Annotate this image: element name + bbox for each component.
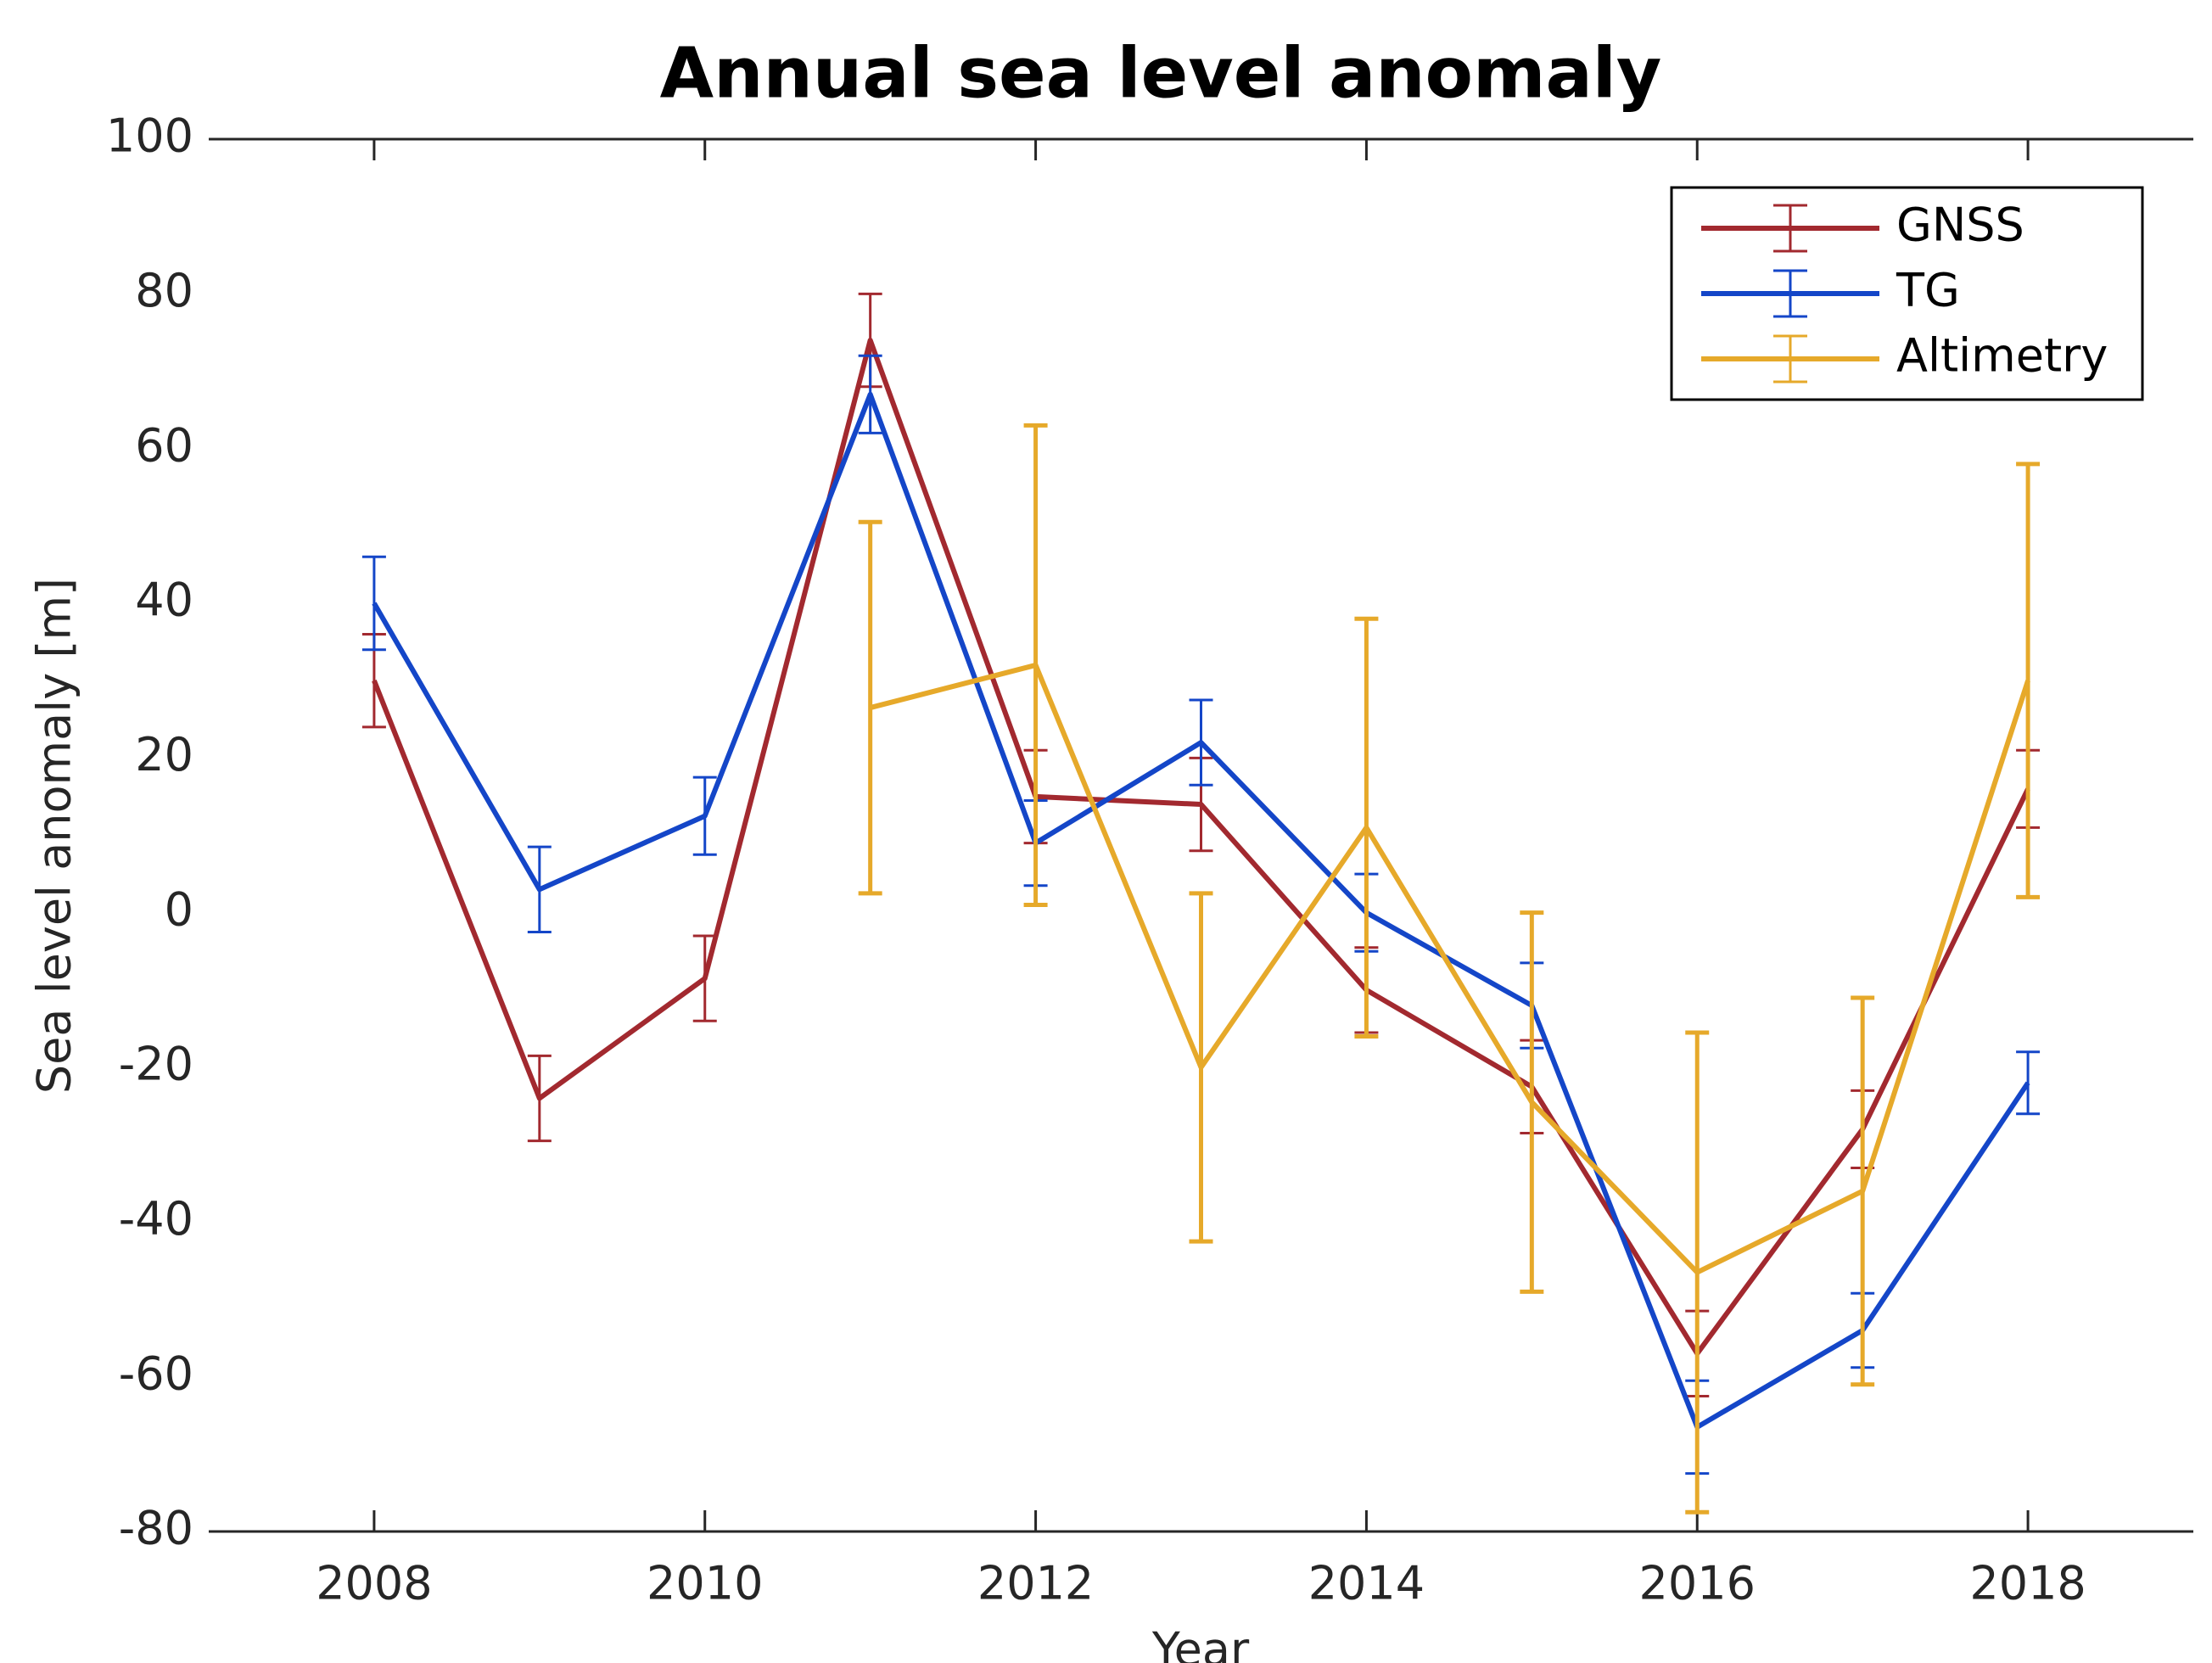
- x-tick-label: 2014: [1308, 1557, 1425, 1610]
- x-axis-label: Year: [1151, 1623, 1250, 1663]
- y-tick-label: 0: [165, 882, 193, 936]
- y-tick-label: 20: [135, 728, 193, 781]
- chart-title: Annual sea level anomaly: [660, 33, 1662, 114]
- error-bar: [1354, 616, 1379, 1039]
- y-tick-label: 100: [106, 109, 193, 163]
- x-tick-label: 2018: [1969, 1557, 2086, 1610]
- error-bar: [1520, 910, 1544, 1294]
- x-tick-label: 2016: [1639, 1557, 1756, 1610]
- x-tick-label: 2012: [977, 1557, 1094, 1610]
- error-bar: [361, 555, 386, 652]
- error-bar: [1189, 698, 1213, 787]
- error-bar: [858, 519, 882, 896]
- error-bar: [1189, 891, 1213, 1244]
- legend-label: TG: [1896, 264, 1960, 317]
- legend-label: GNSS: [1896, 199, 2024, 252]
- error-bar: [527, 845, 552, 933]
- series-line: [869, 662, 2030, 1275]
- y-axis-label: Sea level anomaly [m]: [28, 578, 81, 1094]
- legend-label: Altimetry: [1896, 329, 2108, 383]
- error-bar: [692, 934, 717, 1022]
- error-bar: [1023, 423, 1048, 908]
- error-bar: [858, 354, 882, 434]
- y-tick-label: 80: [135, 264, 193, 317]
- y-tick-label: -80: [119, 1502, 193, 1555]
- error-bar: [527, 1054, 552, 1143]
- y-tick-label: 40: [135, 574, 193, 627]
- error-bar: [2016, 1050, 2041, 1116]
- y-tick-label: -60: [119, 1347, 193, 1400]
- error-bar: [1685, 1030, 1710, 1515]
- y-tick-label: 60: [135, 418, 193, 472]
- x-tick-label: 2008: [316, 1557, 432, 1610]
- error-bar: [2016, 462, 2041, 899]
- y-tick-label: -20: [119, 1038, 193, 1091]
- error-bar: [692, 776, 717, 856]
- y-tick-label: -40: [119, 1192, 193, 1246]
- x-tick-label: 2010: [647, 1557, 763, 1610]
- error-bar: [1851, 995, 1875, 1387]
